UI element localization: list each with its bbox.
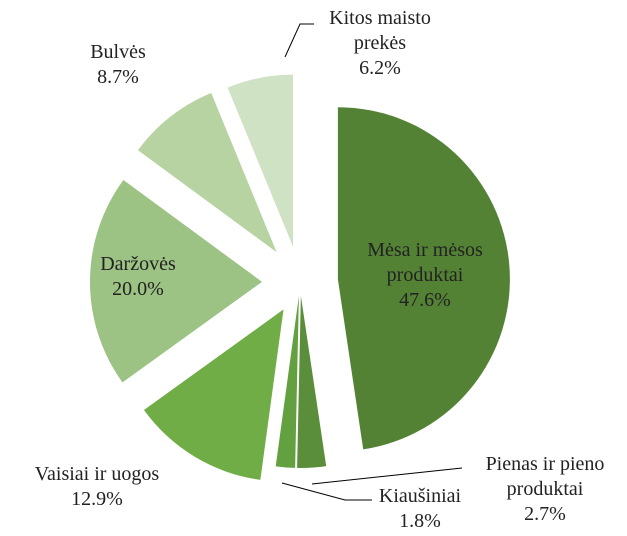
slice-label: Vaisiai ir uogos 12.9%: [0, 462, 197, 512]
slice-label: Daržovės 20.0%: [78, 252, 198, 302]
value-label: 2.7%: [524, 503, 566, 525]
pie-slice: [143, 309, 284, 480]
value-label: 20.0%: [112, 278, 164, 300]
pie-slice: [297, 295, 327, 468]
category-label: Vaisiai ir uogos: [34, 463, 160, 485]
category-label: Kiaušiniai: [378, 485, 462, 507]
leader-line: [281, 482, 372, 501]
category-label: Mėsa ir mėsos produktai: [367, 239, 483, 286]
value-label: 12.9%: [71, 488, 123, 510]
value-label: 6.2%: [359, 57, 401, 79]
leader-line: [284, 23, 314, 58]
value-label: 47.6%: [399, 289, 451, 311]
pie-slice: [137, 92, 277, 253]
pie-slice: [227, 74, 294, 247]
leader-line: [311, 467, 463, 485]
slice-label: Kiaušiniai 1.8%: [365, 484, 475, 534]
category-label: Pienas ir pieno produktai: [485, 453, 605, 500]
pie-slice: [337, 107, 510, 450]
slice-label: Pienas ir pieno produktai 2.7%: [460, 452, 627, 527]
value-label: 8.7%: [97, 66, 139, 88]
value-label: 1.8%: [399, 510, 441, 532]
pie-slice: [275, 295, 299, 468]
category-label: Daržovės: [100, 253, 176, 275]
slice-label: Kitos maisto prekės 6.2%: [313, 6, 448, 81]
pie-slice: [90, 179, 263, 383]
category-label: Kitos maisto prekės: [329, 7, 431, 54]
category-label: Bulvės: [90, 41, 146, 63]
slice-label: Mėsa ir mėsos produktai 47.6%: [338, 238, 513, 313]
slice-label: Bulvės 8.7%: [68, 40, 168, 90]
